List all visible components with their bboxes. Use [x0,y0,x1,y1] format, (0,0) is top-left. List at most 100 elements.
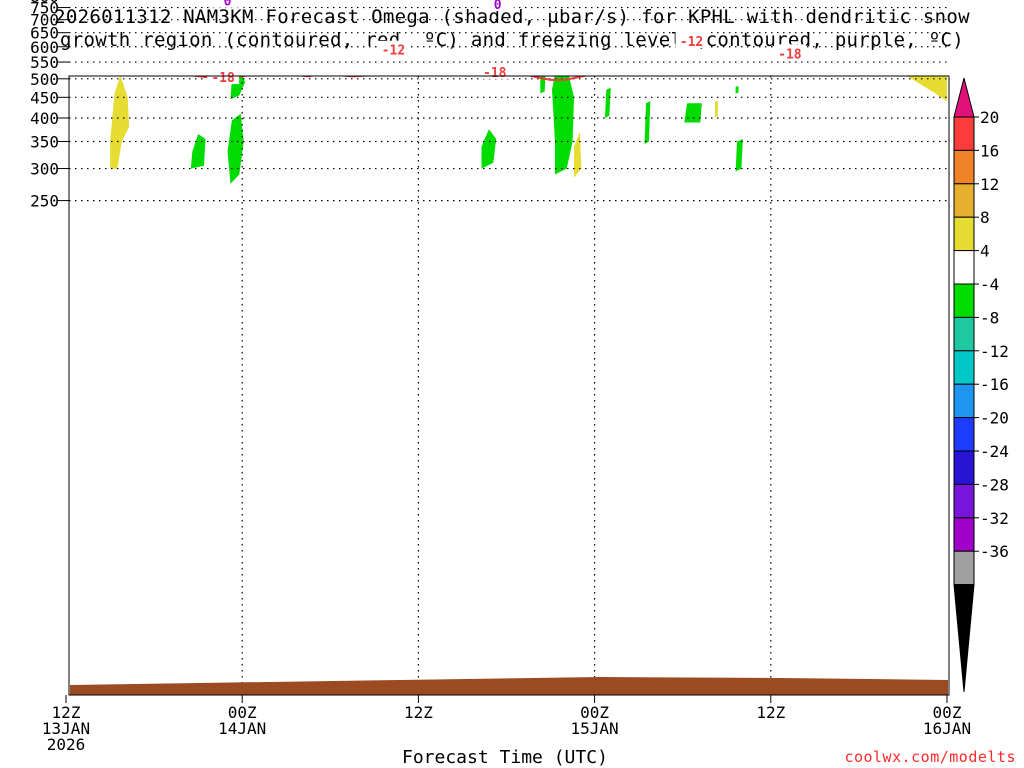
chart-title-line2: growth region (contoured, red, ºC) and f… [60,29,964,51]
omega-region [735,86,739,94]
colorbar-swatch [953,417,975,452]
colorbar-label: 8 [980,208,990,227]
contour-label-bg [211,0,244,8]
chart-title-line1: 2026011312 NAM3KM Forecast Omega (shaded… [54,6,970,28]
colorbar-swatch [953,350,975,385]
colorbar-swatch [953,149,975,185]
x-tick-label: 00Z [933,703,962,722]
contour-label-bg [377,40,410,57]
y-tick-label: 750 [30,0,59,18]
colorbar-bottom-arrow [953,584,975,693]
omega-region [399,0,417,12]
omega-region [907,76,947,102]
omega-region [551,3,557,20]
omega-region [715,101,718,118]
contour-labels: -18 -18 -18 -12 -12 0 0 [207,0,806,86]
omega-region [190,134,206,169]
omega-region [231,141,240,169]
colorbar-swatch [953,316,975,352]
omega-region [481,129,497,169]
contour-label-bg [675,31,708,48]
colorbar-label: -8 [980,308,999,327]
x-tick-label: 16JAN [923,719,971,738]
contour-label: -12 [680,35,703,50]
contour-label-bg [481,0,514,12]
colorbar-swatch [953,383,975,419]
omega-region [270,0,283,11]
x-tick-label: 14JAN [218,719,266,738]
y-axis-ticks: 2503003504004505005506006507007508008509… [30,0,69,211]
colorbar-top-arrow [953,77,975,118]
y-tick-label: 250 [30,192,59,211]
colorbar-label: -28 [980,475,1009,494]
x-tick-label: 15JAN [571,719,619,738]
omega-region [735,139,743,172]
y-tick-label: 300 [30,160,59,179]
colorbar-swatch [953,116,975,151]
x-tick-label: 00Z [580,703,609,722]
contour-label: -18 [483,66,507,81]
omega-region [604,87,611,118]
contour-label: 0 [494,0,502,13]
colorbar-label: -12 [980,342,1009,361]
omega-region [678,20,685,30]
omega-region [540,76,546,94]
contour-label: 0 [224,0,232,10]
omega-region [564,0,604,22]
colorbar-label: 20 [980,108,999,127]
y-tick-label: 400 [30,109,59,128]
y-tick-label: 500 [30,70,59,89]
omega-region [747,0,751,4]
colorbar-swatch [953,283,975,318]
colorbar-label: -32 [980,509,1009,528]
x-axis-title: Forecast Time (UTC) [402,747,608,768]
contour-label: -18 [778,47,802,62]
omega-region [577,0,587,2]
colorbar-label: -4 [980,275,999,294]
colorbar-label: -24 [980,442,1009,461]
x-tick-label: 00Z [228,703,257,722]
contour-label: -12 [382,44,405,59]
omega-region [830,17,843,44]
omega-region [684,103,702,123]
x-tick-label: 12Z [404,703,433,722]
omega-region [601,0,608,8]
y-tick-label: 450 [30,88,59,107]
grid-layer [69,6,949,695]
omega-region [225,22,231,53]
y-tick-label: 800 [30,0,59,6]
contour-label-bg [478,62,511,79]
credit-link[interactable]: coolwx.com/modelts [844,748,1016,766]
colorbar-label: 16 [980,141,999,160]
colorbar-swatch [953,183,975,218]
colorbar-label: 4 [980,242,990,261]
terrain-band [70,677,948,695]
omega-shading-layer [110,0,947,184]
omega-region [725,33,738,72]
x-tick-label: 12Z [52,703,81,722]
colorbar-swatch [953,250,975,285]
colorbar-label: 12 [980,175,999,194]
x-tick-label: 2026 [47,735,86,754]
contour-label: -18 [211,71,235,86]
y-tick-label: 550 [30,53,59,72]
x-tick-label: 13JAN [42,719,90,738]
contour-line [66,0,793,5]
y-tick-label: 650 [30,24,59,43]
y-tick-label: 700 [30,11,59,30]
y-tick-label: 600 [30,38,59,57]
colorbar: 20 16 12 8 4 -4 -8 -12 -16 -20 -24 -28 -32 -36 [953,77,1009,693]
colorbar-swatch [953,517,975,552]
omega-region [110,76,130,169]
x-tick-label: 12Z [756,703,785,722]
colorbar-label: -36 [980,542,1009,561]
colorbar-swatch [953,483,975,519]
colorbar-label: -16 [980,375,1009,394]
omega-region [574,131,582,178]
terrain-layer [70,677,948,695]
colorbar-swatch [953,216,975,252]
plot-frame [68,75,950,696]
contour-label-bg [773,44,806,61]
omega-region [644,101,651,144]
